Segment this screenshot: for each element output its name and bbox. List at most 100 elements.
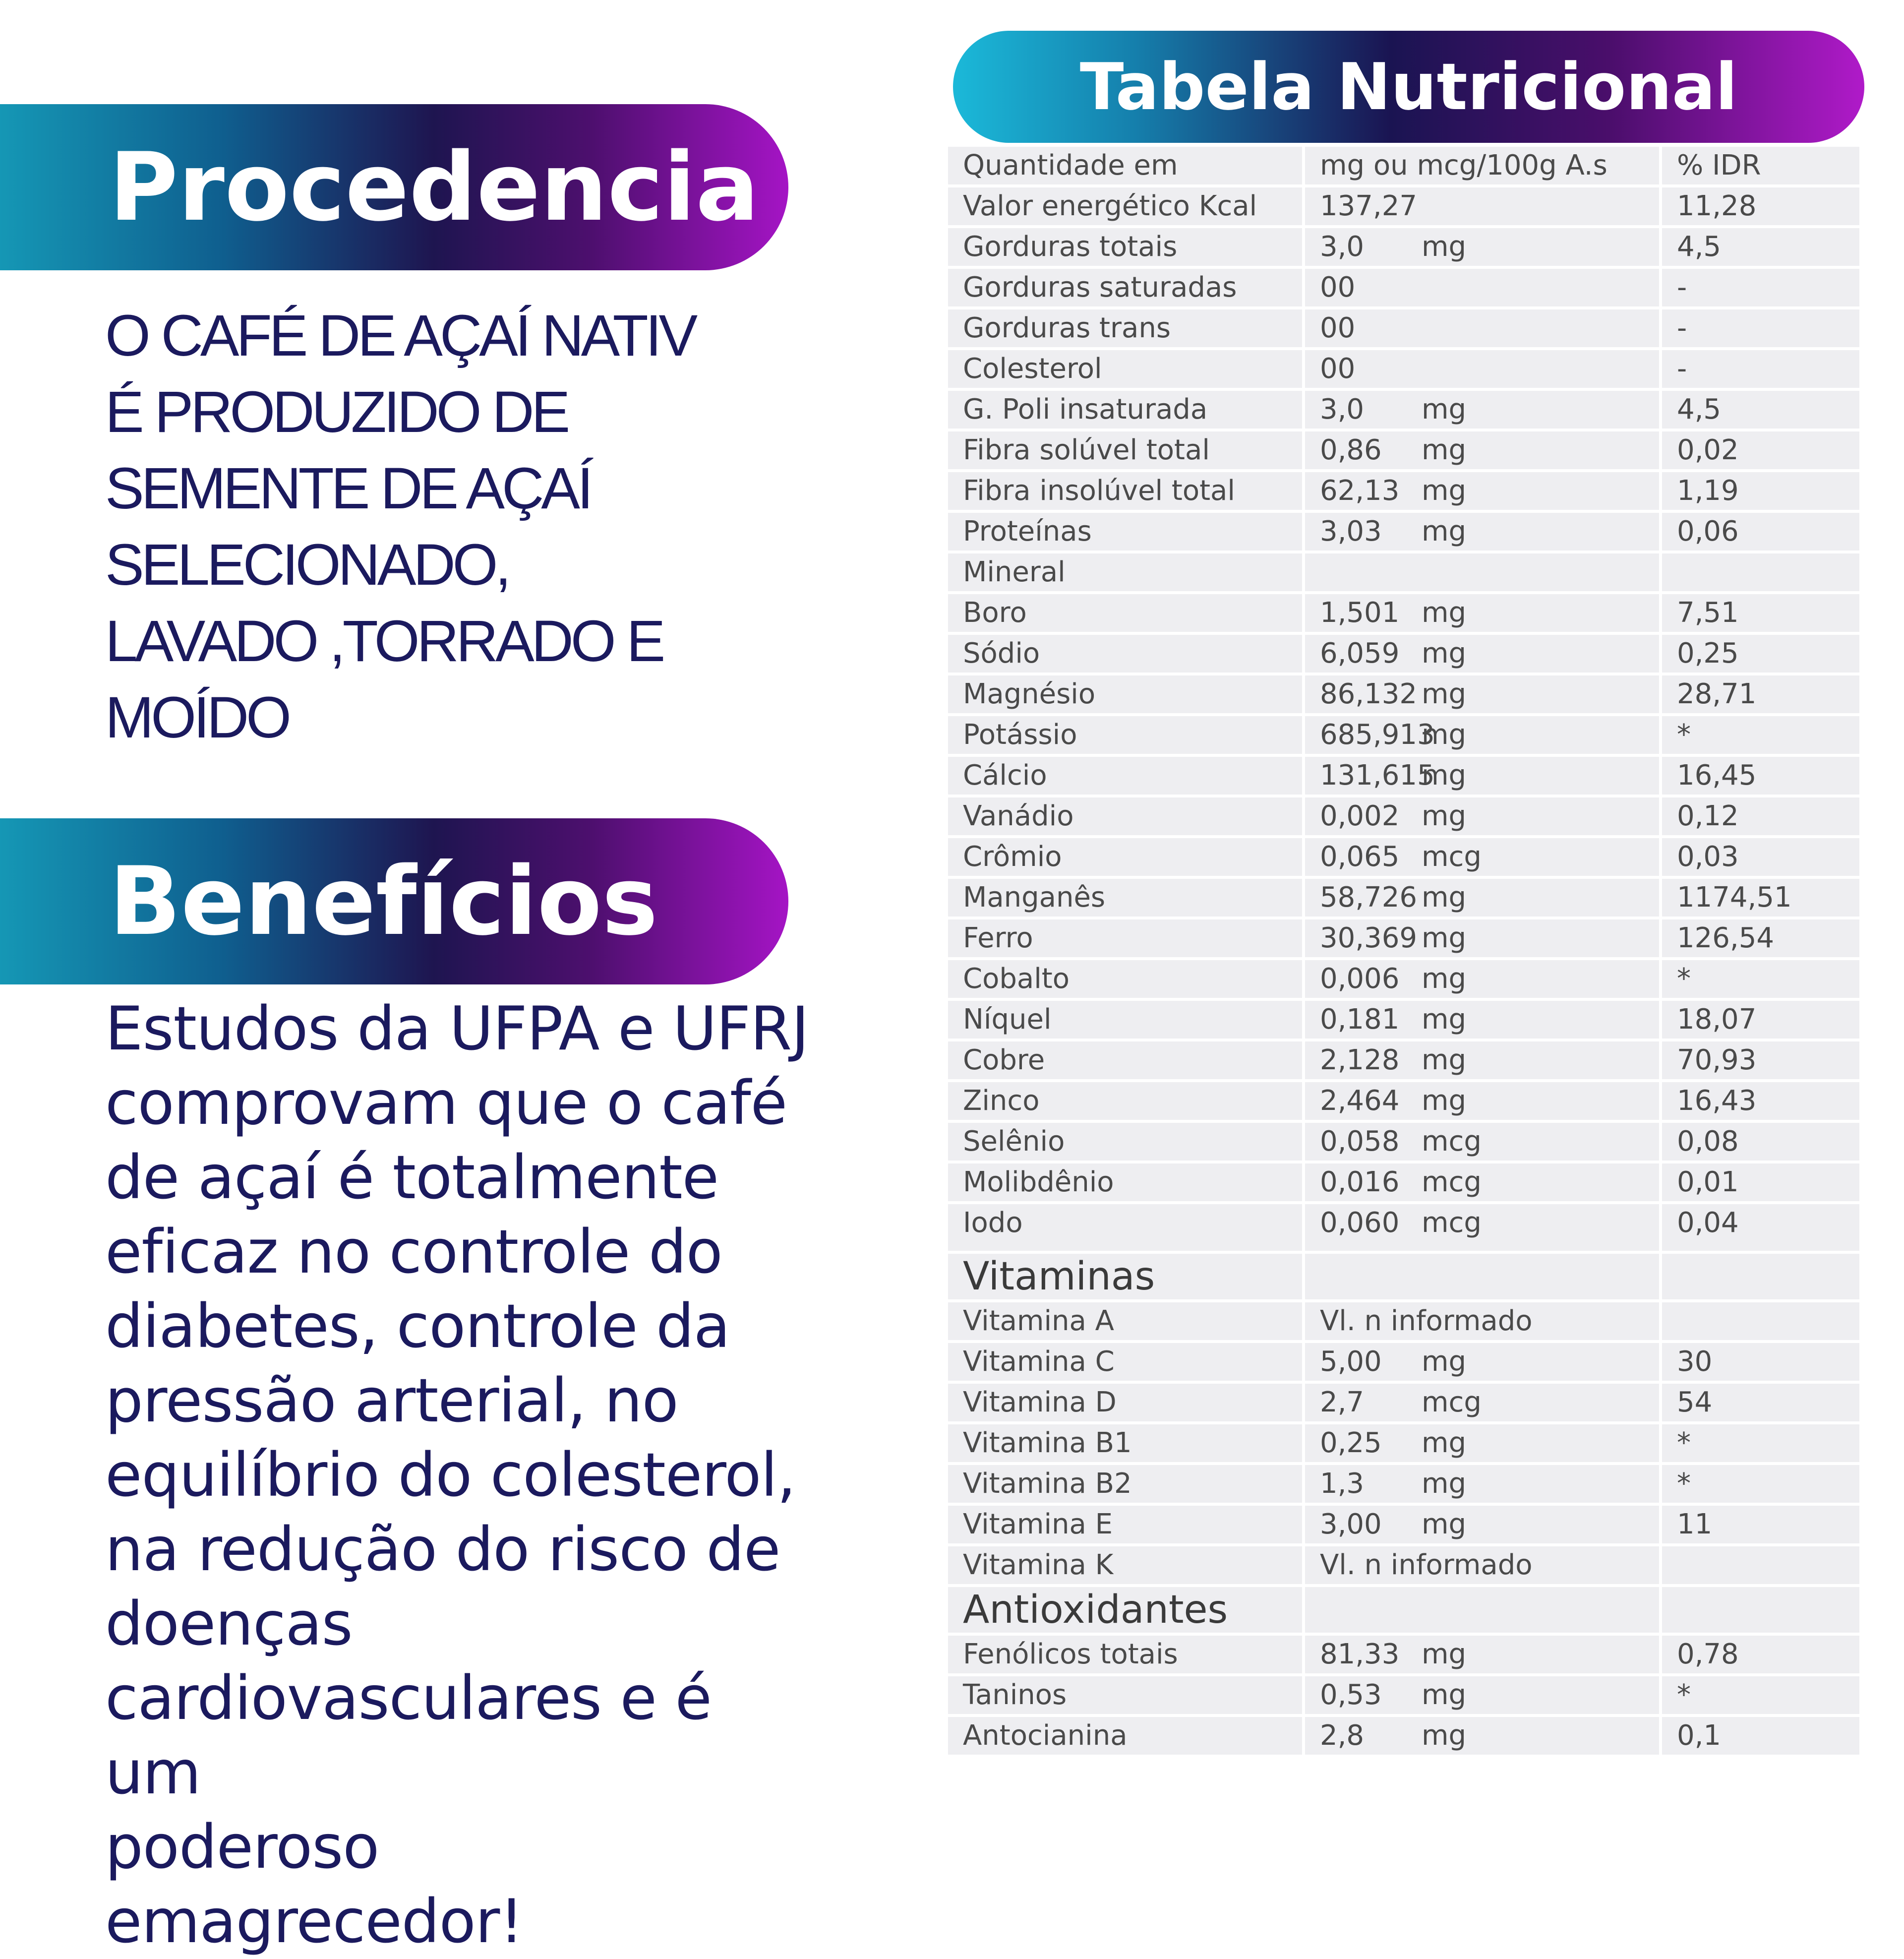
nutrient-idr: 70,93 bbox=[1662, 1041, 1859, 1079]
table-row: Molibdênio 0,016 mcg 0,01 bbox=[948, 1163, 1862, 1204]
nutrient-unit: mg bbox=[1422, 434, 1467, 466]
nutrient-unit: mg bbox=[1422, 1003, 1467, 1036]
nutrient-idr: - bbox=[1662, 269, 1859, 306]
table-row: Valor energético Kcal 137,27 11,28 bbox=[948, 187, 1862, 228]
table-row: Magnésio 86,132 mg 28,71 bbox=[948, 675, 1862, 716]
nutrient-idr: 0,08 bbox=[1662, 1123, 1859, 1161]
nutrient-unit: mg bbox=[1422, 231, 1467, 263]
nutrient-amount: 0,25 mg bbox=[1305, 1424, 1659, 1462]
nutrient-name: Mineral bbox=[948, 553, 1302, 591]
nutrient-idr: 0,25 bbox=[1662, 635, 1859, 673]
nutrient-unit: mg bbox=[1422, 1508, 1467, 1540]
nutrient-value: 1,3 bbox=[1320, 1468, 1365, 1500]
nutrient-name: Zinco bbox=[948, 1082, 1302, 1120]
nutrient-value: 2,128 bbox=[1320, 1044, 1400, 1076]
table-row: Vanádio 0,002 mg 0,12 bbox=[948, 797, 1862, 838]
nutrient-unit: mg bbox=[1422, 1427, 1467, 1459]
nutrient-value: 2,464 bbox=[1320, 1085, 1400, 1117]
nutrient-value: 0,86 bbox=[1320, 434, 1382, 466]
nutrient-name: Molibdênio bbox=[948, 1163, 1302, 1201]
table-row: Níquel 0,181 mg 18,07 bbox=[948, 1001, 1862, 1041]
nutrient-name: Valor energético Kcal bbox=[948, 187, 1302, 225]
table-row: Boro 1,501 mg 7,51 bbox=[948, 594, 1862, 635]
nutrient-amount: Vl. n informado bbox=[1305, 1546, 1659, 1584]
nutrient-idr bbox=[1662, 1302, 1859, 1340]
table-row: Antocianina 2,8 mg 0,1 bbox=[948, 1717, 1862, 1758]
nutrient-amount: 3,0 mg bbox=[1305, 391, 1659, 429]
table-title: Tabela Nutricional bbox=[1079, 49, 1738, 124]
table-row: Gorduras totais 3,0 mg 4,5 bbox=[948, 228, 1862, 269]
beneficios-text: Estudos da UFPA e UFRJ comprovam que o c… bbox=[105, 994, 809, 1957]
table-row: Fibra insolúvel total 62,13 mg 1,19 bbox=[948, 472, 1862, 513]
nutrient-amount: 131,615 mg bbox=[1305, 757, 1659, 795]
table-row: Mineral bbox=[948, 553, 1862, 594]
procedencia-text: O CAFÉ DE AÇAÍ NATIV É PRODUZIDO DE SEME… bbox=[105, 303, 698, 750]
nutrient-value: 137,27 bbox=[1320, 190, 1417, 222]
nutrient-name: Vitamina B2 bbox=[948, 1465, 1302, 1503]
nutrient-name: Crômio bbox=[948, 838, 1302, 876]
nutrient-unit: mg bbox=[1422, 1719, 1467, 1752]
nutrient-unit: mg bbox=[1422, 963, 1467, 995]
nutrient-value: 86,132 bbox=[1320, 678, 1417, 710]
nutrient-name: Vitamina K bbox=[948, 1546, 1302, 1584]
nutrient-idr: 11 bbox=[1662, 1506, 1859, 1543]
beneficios-title: Benefícios bbox=[109, 847, 658, 956]
nutrient-amount: 685,913 mg bbox=[1305, 716, 1659, 754]
table-row: Vitaminas bbox=[948, 1254, 1862, 1302]
nutrient-name: Vitamina C bbox=[948, 1343, 1302, 1381]
nutrient-amount: 3,0 mg bbox=[1305, 228, 1659, 266]
nutrient-value: 0,181 bbox=[1320, 1003, 1400, 1036]
nutrient-idr: 1,19 bbox=[1662, 472, 1859, 510]
nutrient-name: G. Poli insaturada bbox=[948, 391, 1302, 429]
nutrient-value: 0,058 bbox=[1320, 1125, 1400, 1158]
nutrient-idr: 0,12 bbox=[1662, 797, 1859, 835]
nutrient-value: 1,501 bbox=[1320, 597, 1400, 629]
table-row: Taninos 0,53 mg * bbox=[948, 1676, 1862, 1717]
nutrient-value: 5,00 bbox=[1320, 1346, 1382, 1378]
nutrient-name: Antioxidantes bbox=[948, 1587, 1302, 1633]
table-row: Gorduras saturadas 00 - bbox=[948, 269, 1862, 309]
nutrient-amount: 1,501 mg bbox=[1305, 594, 1659, 632]
nutrient-idr: 28,71 bbox=[1662, 675, 1859, 713]
nutrient-amount: 30,369 mg bbox=[1305, 919, 1659, 957]
nutrient-value: 0,25 bbox=[1320, 1427, 1382, 1459]
nutrient-value: 0,53 bbox=[1320, 1679, 1382, 1711]
nutrient-unit: mcg bbox=[1422, 1386, 1482, 1418]
nutrient-unit: mcg bbox=[1422, 1166, 1482, 1198]
nutrient-value: 00 bbox=[1320, 312, 1356, 344]
nutrient-amount: 6,059 mg bbox=[1305, 635, 1659, 673]
table-row: Manganês 58,726 mg 1174,51 bbox=[948, 879, 1862, 919]
nutrient-idr bbox=[1662, 1254, 1859, 1299]
nutrient-name: Magnésio bbox=[948, 675, 1302, 713]
table-row: Cobalto 0,006 mg * bbox=[948, 960, 1862, 1001]
nutrient-name: Vitamina A bbox=[948, 1302, 1302, 1340]
nutrient-idr: 126,54 bbox=[1662, 919, 1859, 957]
nutrient-amount: 3,03 mg bbox=[1305, 513, 1659, 551]
nutrient-value: 0,060 bbox=[1320, 1207, 1400, 1239]
nutrient-idr: 0,03 bbox=[1662, 838, 1859, 876]
nutrient-idr: 0,06 bbox=[1662, 513, 1859, 551]
nutrient-amount: 0,016 mcg bbox=[1305, 1163, 1659, 1201]
table-row: Fenólicos totais 81,33 mg 0,78 bbox=[948, 1636, 1862, 1676]
nutrient-idr: * bbox=[1662, 1465, 1859, 1503]
nutrient-value: 0,065 bbox=[1320, 841, 1400, 873]
nutrient-unit: mg bbox=[1422, 515, 1467, 548]
nutrient-unit: mg bbox=[1422, 719, 1467, 751]
nutrient-amount: 2,128 mg bbox=[1305, 1041, 1659, 1079]
procedencia-title: Procedencia bbox=[109, 132, 760, 242]
nutrient-name: Manganês bbox=[948, 879, 1302, 917]
nutrient-value: 2,7 bbox=[1320, 1386, 1365, 1418]
nutrient-name: Taninos bbox=[948, 1676, 1302, 1714]
nutrient-idr: 11,28 bbox=[1662, 187, 1859, 225]
nutrient-name: Fibra solúvel total bbox=[948, 431, 1302, 469]
nutrient-amount: 00 bbox=[1305, 269, 1659, 306]
nutrient-amount: 81,33 mg bbox=[1305, 1636, 1659, 1673]
nutrient-idr: - bbox=[1662, 350, 1859, 388]
nutrient-name: Colesterol bbox=[948, 350, 1302, 388]
nutrient-value: 58,726 bbox=[1320, 881, 1417, 914]
nutrient-value: 0,006 bbox=[1320, 963, 1400, 995]
nutrient-value: 81,33 bbox=[1320, 1638, 1400, 1670]
procedencia-banner: Procedencia bbox=[0, 104, 788, 270]
nutrient-idr: 1174,51 bbox=[1662, 879, 1859, 917]
nutrient-name: Ferro bbox=[948, 919, 1302, 957]
